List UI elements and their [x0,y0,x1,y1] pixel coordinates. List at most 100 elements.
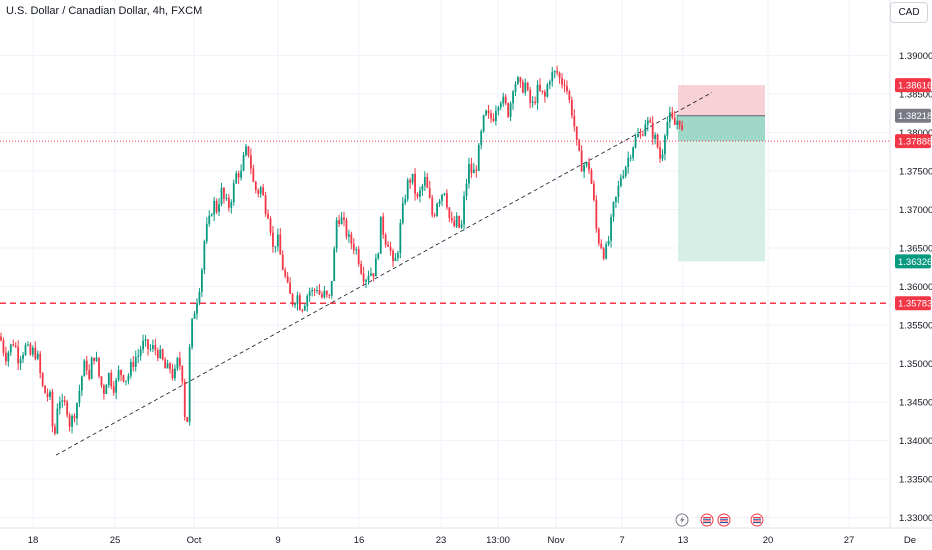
candle-body [563,84,566,86]
candle-body [272,232,274,247]
price-tag-label: 1.36326 [898,257,932,268]
candle-body [247,146,250,156]
candle-body [585,162,588,166]
candle-body [44,385,46,394]
entry-zone [678,115,765,142]
candle-body [174,368,176,379]
candle-body [343,217,345,220]
candle-body [414,173,416,194]
candle-body [517,77,519,84]
lightning-glyph [680,516,685,524]
candle-body [666,122,669,136]
candle-body [352,243,355,251]
candle-body [54,426,56,434]
candle-body [308,291,311,296]
candle-body [580,150,583,172]
y-tick-label: 1.35000 [899,359,932,370]
x-tick-label: Oct [187,535,202,546]
candle-body [392,250,394,262]
us-flag-icon[interactable] [700,513,714,527]
candle-body [649,120,652,123]
candle-body [240,170,242,178]
candle-body [281,254,284,270]
candle-body [149,348,152,350]
candle-body [610,216,612,241]
candle-body [232,183,235,203]
candle-body [570,100,573,116]
candle-body [12,344,15,346]
us-flag-icon[interactable] [750,513,764,527]
candle-body [561,78,563,85]
candle-body [553,71,556,73]
candle-body [193,313,196,319]
candle-body [637,134,639,137]
candle-body [465,183,468,197]
candle-body [95,357,98,361]
price-tag [895,254,931,269]
candle-body [223,187,225,199]
candle-body [139,349,142,356]
candle-body [24,344,27,355]
candle-body [2,340,5,353]
candle-body [597,228,600,244]
candle-body [325,290,328,295]
candle-body [188,346,191,422]
candle-body [345,219,348,237]
candle-body [61,400,64,402]
candle-body [357,249,360,265]
candle-body [132,362,135,367]
candle-body [397,253,399,258]
candle-body [144,339,147,341]
candle-body [438,200,441,204]
candle-body [68,415,71,427]
candle-body [629,157,632,159]
y-tick-label: 1.38000 [899,128,932,139]
candle-body [534,101,536,104]
x-tick-label: 9 [275,535,280,546]
candle-body [502,96,505,104]
candle-body [367,275,370,281]
candle-body [578,139,581,151]
candle-body [279,234,282,255]
candle-body [482,115,485,132]
candle-body [299,295,301,310]
candle-body [676,120,679,125]
candle-body [201,269,203,292]
candle-body [254,181,257,191]
candle-body [646,120,649,125]
candle-body [164,359,167,369]
candle-body [5,352,7,362]
candle-body [431,197,434,216]
candle-body [137,355,140,357]
candle-body [303,306,306,311]
x-tick-label: 13 [678,535,689,546]
y-tick-label: 1.35500 [899,321,932,332]
candle-body [22,354,24,360]
trendline [55,92,713,456]
candle-body [237,173,240,178]
candle-body [551,72,554,82]
candle-body [423,177,426,186]
x-tick-label: 16 [354,535,365,546]
candle-body [296,295,299,305]
candle-body [659,147,661,159]
currency-button[interactable]: CAD [890,2,928,23]
lightning-icon[interactable] [675,513,689,527]
candle-body [14,345,17,347]
candle-body [593,183,595,200]
candle-body [416,193,419,197]
candle-body [575,126,578,140]
event-icons[interactable] [675,513,764,527]
candle-body [0,336,2,341]
candle-body [318,290,321,295]
us-flag-icon[interactable] [717,513,731,527]
candle-body [269,218,272,233]
y-tick-label: 1.36000 [899,282,932,293]
candle-body [480,131,483,145]
candle-body [673,117,676,125]
candle-body [443,193,446,195]
x-tick-label: 13:00 [486,535,510,546]
candle-body [546,84,549,97]
candle-body [362,273,365,282]
